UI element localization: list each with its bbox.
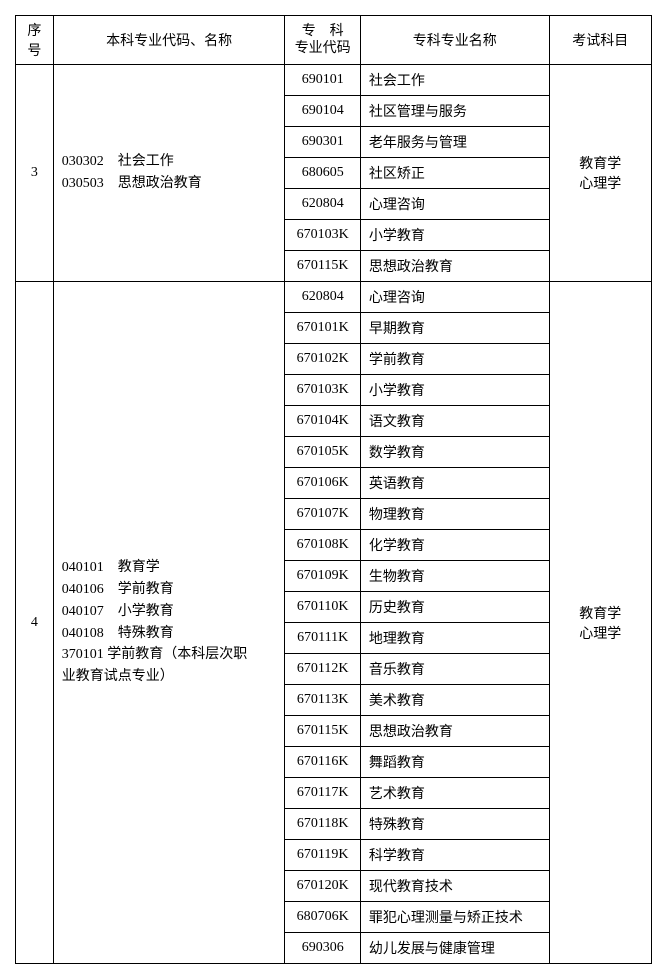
- zhuanke-code-cell: 670111K: [285, 623, 360, 654]
- zhuanke-name-cell: 历史教育: [360, 592, 549, 623]
- zhuanke-code-cell: 690301: [285, 127, 360, 158]
- zhuanke-code-cell: 680706K: [285, 902, 360, 933]
- zhuanke-name-cell: 特殊教育: [360, 809, 549, 840]
- zhuanke-name-cell: 科学教育: [360, 840, 549, 871]
- zhuanke-name-cell: 学前教育: [360, 344, 549, 375]
- zhuanke-code-cell: 670106K: [285, 468, 360, 499]
- header-zkcode-line1: 专 科: [291, 23, 353, 41]
- zhuanke-name-cell: 音乐教育: [360, 654, 549, 685]
- zhuanke-code-cell: 670101K: [285, 313, 360, 344]
- zhuanke-name-cell: 罪犯心理测量与矫正技术: [360, 902, 549, 933]
- zhuanke-name-cell: 现代教育技术: [360, 871, 549, 902]
- zhuanke-name-cell: 心理咨询: [360, 282, 549, 313]
- zhuanke-code-cell: 670104K: [285, 406, 360, 437]
- zhuanke-code-cell: 670112K: [285, 654, 360, 685]
- zhuanke-code-cell: 690104: [285, 96, 360, 127]
- header-benke: 本科专业代码、名称: [53, 16, 285, 65]
- zhuanke-code-cell: 670113K: [285, 685, 360, 716]
- zhuanke-code-cell: 670102K: [285, 344, 360, 375]
- zhuanke-name-cell: 思想政治教育: [360, 251, 549, 282]
- zhuanke-name-cell: 语文教育: [360, 406, 549, 437]
- zhuanke-code-cell: 620804: [285, 282, 360, 313]
- zhuanke-code-cell: 670109K: [285, 561, 360, 592]
- exam-line: 教育学: [556, 603, 645, 623]
- table-header: 序号 本科专业代码、名称 专 科 专业代码 专科专业名称 考试科目: [16, 16, 652, 65]
- zhuanke-code-cell: 670115K: [285, 251, 360, 282]
- zhuanke-name-cell: 社区管理与服务: [360, 96, 549, 127]
- zhuanke-name-cell: 社区矫正: [360, 158, 549, 189]
- zhuanke-name-cell: 美术教育: [360, 685, 549, 716]
- benke-line: 040106 学前教育: [62, 579, 279, 601]
- benke-line: 040108 特殊教育: [62, 623, 279, 645]
- zhuanke-code-cell: 670103K: [285, 220, 360, 251]
- seq-cell: 4: [16, 282, 54, 964]
- zhuanke-name-cell: 地理教育: [360, 623, 549, 654]
- benke-line: 040101 教育学: [62, 557, 279, 579]
- zhuanke-name-cell: 小学教育: [360, 220, 549, 251]
- zhuanke-name-cell: 小学教育: [360, 375, 549, 406]
- header-zkcode-line2: 专业代码: [291, 40, 353, 58]
- benke-line: 业教育试点专业）: [62, 666, 279, 688]
- benke-line: 040107 小学教育: [62, 601, 279, 623]
- exam-line: 教育学: [556, 153, 645, 173]
- benke-line: 370101 学前教育（本科层次职: [62, 644, 279, 666]
- zhuanke-name-cell: 英语教育: [360, 468, 549, 499]
- zhuanke-code-cell: 620804: [285, 189, 360, 220]
- benke-cell: 040101 教育学040106 学前教育040107 小学教育040108 特…: [53, 282, 285, 964]
- table-body: 3030302 社会工作030503 思想政治教育690101社会工作教育学心理…: [16, 65, 652, 964]
- zhuanke-name-cell: 幼儿发展与健康管理: [360, 933, 549, 964]
- benke-line: 030302 社会工作: [62, 151, 279, 173]
- zhuanke-code-cell: 670118K: [285, 809, 360, 840]
- header-zkcode: 专 科 专业代码: [285, 16, 360, 65]
- zhuanke-code-cell: 670108K: [285, 530, 360, 561]
- zhuanke-code-cell: 670116K: [285, 747, 360, 778]
- zhuanke-code-cell: 670120K: [285, 871, 360, 902]
- zhuanke-code-cell: 670117K: [285, 778, 360, 809]
- zhuanke-code-cell: 690306: [285, 933, 360, 964]
- zhuanke-name-cell: 化学教育: [360, 530, 549, 561]
- zhuanke-code-cell: 680605: [285, 158, 360, 189]
- zhuanke-name-cell: 生物教育: [360, 561, 549, 592]
- table-row: 4040101 教育学040106 学前教育040107 小学教育040108 …: [16, 282, 652, 313]
- exam-cell: 教育学心理学: [549, 282, 651, 964]
- exam-cell: 教育学心理学: [549, 65, 651, 282]
- seq-cell: 3: [16, 65, 54, 282]
- exam-line: 心理学: [556, 173, 645, 193]
- header-seq: 序号: [16, 16, 54, 65]
- table-row: 3030302 社会工作030503 思想政治教育690101社会工作教育学心理…: [16, 65, 652, 96]
- zhuanke-code-cell: 670119K: [285, 840, 360, 871]
- majors-table: 序号 本科专业代码、名称 专 科 专业代码 专科专业名称 考试科目 303030…: [15, 15, 652, 964]
- header-zkname: 专科专业名称: [360, 16, 549, 65]
- zhuanke-code-cell: 670107K: [285, 499, 360, 530]
- zhuanke-code-cell: 690101: [285, 65, 360, 96]
- zhuanke-name-cell: 心理咨询: [360, 189, 549, 220]
- zhuanke-code-cell: 670110K: [285, 592, 360, 623]
- exam-line: 心理学: [556, 623, 645, 643]
- zhuanke-name-cell: 艺术教育: [360, 778, 549, 809]
- zhuanke-name-cell: 数学教育: [360, 437, 549, 468]
- zhuanke-name-cell: 思想政治教育: [360, 716, 549, 747]
- benke-cell: 030302 社会工作030503 思想政治教育: [53, 65, 285, 282]
- header-exam: 考试科目: [549, 16, 651, 65]
- benke-line: 030503 思想政治教育: [62, 173, 279, 195]
- zhuanke-code-cell: 670115K: [285, 716, 360, 747]
- zhuanke-name-cell: 社会工作: [360, 65, 549, 96]
- zhuanke-name-cell: 老年服务与管理: [360, 127, 549, 158]
- zhuanke-name-cell: 物理教育: [360, 499, 549, 530]
- zhuanke-name-cell: 早期教育: [360, 313, 549, 344]
- zhuanke-name-cell: 舞蹈教育: [360, 747, 549, 778]
- zhuanke-code-cell: 670103K: [285, 375, 360, 406]
- zhuanke-code-cell: 670105K: [285, 437, 360, 468]
